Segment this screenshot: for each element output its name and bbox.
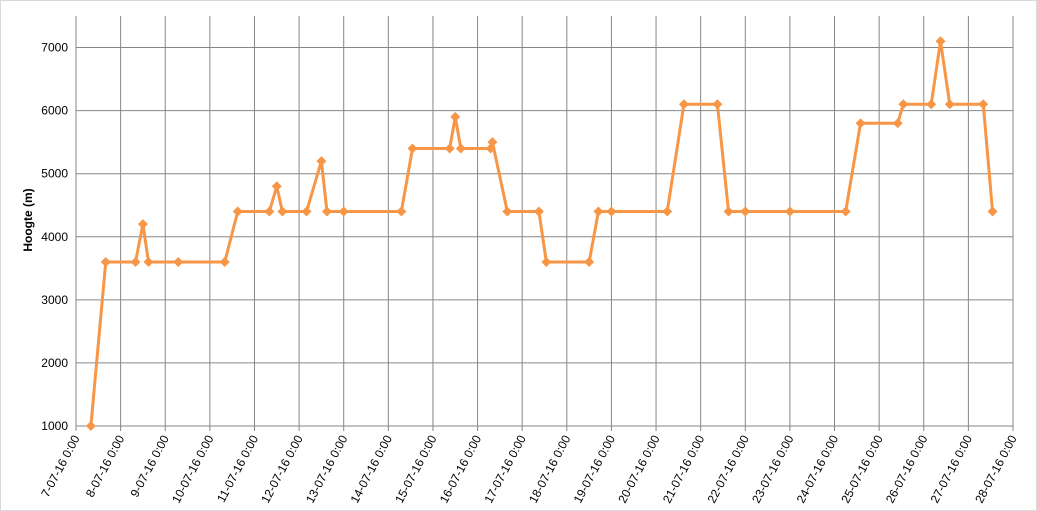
data-point xyxy=(502,206,513,217)
data-point xyxy=(396,206,407,217)
data-point xyxy=(987,206,998,217)
data-point xyxy=(100,257,111,267)
data-point xyxy=(541,257,552,267)
data-point xyxy=(926,99,937,110)
y-tick-label: 7000 xyxy=(41,41,68,55)
data-point xyxy=(892,118,903,129)
data-point xyxy=(316,156,327,167)
y-tick-label: 2000 xyxy=(41,356,68,370)
data-point xyxy=(264,206,275,217)
data-point xyxy=(784,206,795,217)
data-point xyxy=(593,206,604,217)
data-point xyxy=(407,143,418,154)
data-point xyxy=(855,118,866,129)
data-point xyxy=(740,206,751,217)
data-point xyxy=(321,206,332,217)
data-point xyxy=(840,206,851,217)
data-point xyxy=(935,36,946,47)
data-point xyxy=(338,206,349,217)
data-point xyxy=(277,206,288,217)
data-point xyxy=(301,206,312,217)
data-point xyxy=(173,257,184,267)
y-tick-label: 5000 xyxy=(41,167,68,181)
y-tick-label: 1000 xyxy=(41,419,68,433)
data-point xyxy=(455,143,466,154)
data-point xyxy=(444,143,455,154)
data-point xyxy=(533,206,544,217)
data-point xyxy=(944,99,955,110)
data-point xyxy=(232,206,243,217)
data-point xyxy=(584,257,595,267)
data-point xyxy=(678,99,689,110)
data-point xyxy=(137,219,148,230)
data-point xyxy=(219,257,230,267)
y-tick-label: 3000 xyxy=(41,293,68,307)
y-axis-label: Hoogte (m) xyxy=(21,188,35,251)
data-point xyxy=(85,421,96,431)
data-point xyxy=(487,137,498,148)
data-point xyxy=(978,99,989,110)
data-point xyxy=(723,206,734,217)
data-point xyxy=(143,257,154,267)
data-point xyxy=(606,206,617,217)
y-tick-label: 4000 xyxy=(41,230,68,244)
y-tick-label: 6000 xyxy=(41,104,68,118)
data-point xyxy=(662,206,673,217)
data-point xyxy=(712,99,723,110)
data-point xyxy=(271,181,282,192)
data-point xyxy=(130,257,141,267)
data-point xyxy=(450,111,461,122)
data-point xyxy=(898,99,909,110)
